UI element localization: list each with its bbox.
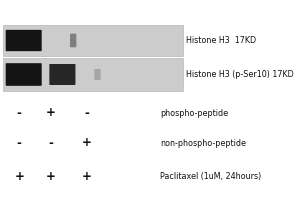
Text: -: - — [17, 106, 22, 119]
FancyBboxPatch shape — [94, 69, 101, 80]
Text: +: + — [14, 170, 24, 184]
Text: phospho-peptide: phospho-peptide — [160, 108, 229, 117]
Bar — [3, 25, 183, 56]
Bar — [3, 58, 183, 91]
Text: -: - — [48, 137, 53, 150]
Text: +: + — [46, 106, 56, 119]
Text: -: - — [84, 106, 89, 119]
Text: Histone H3  17KD: Histone H3 17KD — [186, 36, 256, 45]
Text: Histone H3 (p-Ser10) 17KD: Histone H3 (p-Ser10) 17KD — [186, 70, 294, 79]
FancyBboxPatch shape — [49, 64, 76, 85]
Text: Paclitaxel (1uM, 24hours): Paclitaxel (1uM, 24hours) — [160, 172, 262, 182]
FancyBboxPatch shape — [6, 30, 42, 51]
Text: +: + — [46, 170, 56, 184]
Text: -: - — [17, 137, 22, 150]
FancyBboxPatch shape — [70, 34, 76, 47]
Text: +: + — [82, 170, 92, 184]
FancyBboxPatch shape — [6, 63, 42, 86]
Text: non-phospho-peptide: non-phospho-peptide — [160, 138, 247, 148]
Text: +: + — [82, 137, 92, 150]
